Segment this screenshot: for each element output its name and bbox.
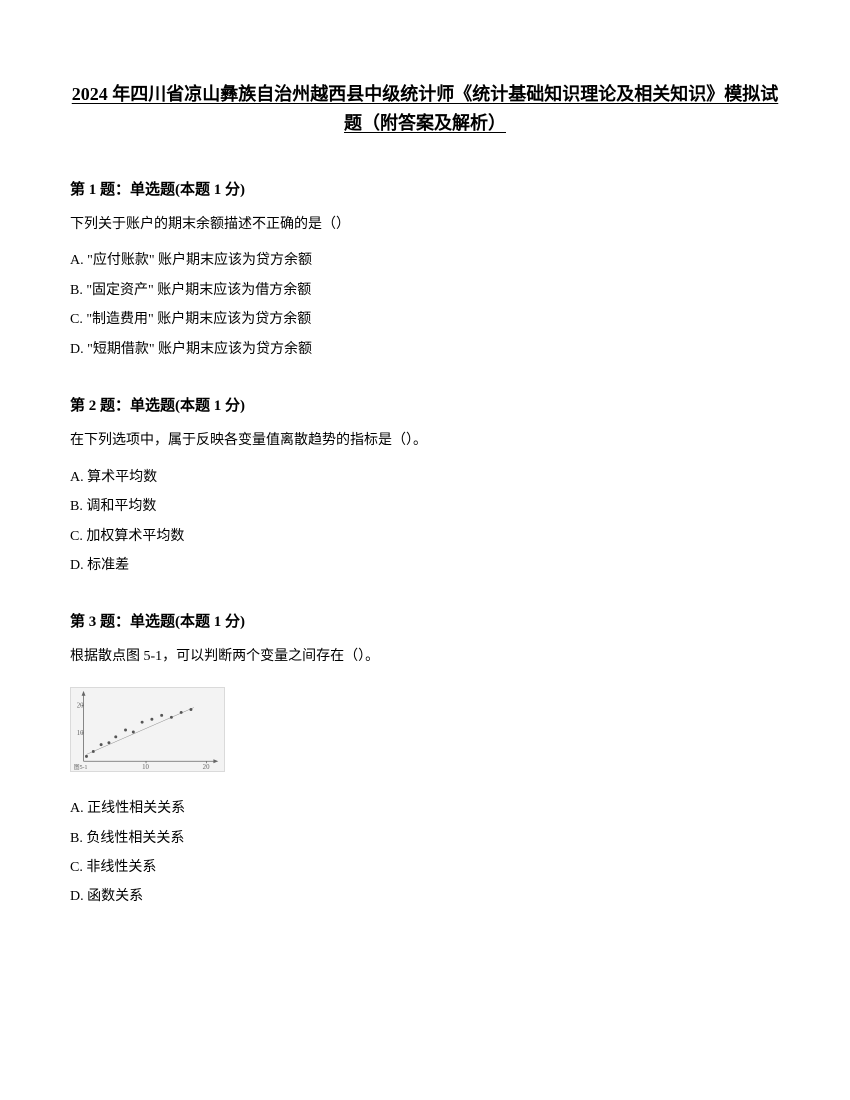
title-line-1: 2024 年四川省凉山彝族自治州越西县中级统计师《统计基础知识理论及相关知识》模… [72, 84, 779, 104]
question-2: 第 2 题：单选题(本题 1 分) 在下列选项中，属于反映各变量值离散趋势的指标… [70, 394, 780, 580]
y-label-10: 10 [77, 730, 84, 737]
question-3-header: 第 3 题：单选题(本题 1 分) [70, 610, 780, 631]
x-label-20: 20 [203, 764, 210, 771]
scatter-point [189, 708, 192, 711]
question-1-option-a: A. "应付账款" 账户期末应该为贷方余额 [70, 246, 780, 275]
scatter-chart-svg: 20 10 10 20 图5-1 [71, 688, 224, 771]
document-title: 2024 年四川省凉山彝族自治州越西县中级统计师《统计基础知识理论及相关知识》模… [70, 80, 780, 138]
question-3-option-b: B. 负线性相关关系 [70, 824, 780, 853]
question-1: 第 1 题：单选题(本题 1 分) 下列关于账户的期末余额描述不正确的是（） A… [70, 178, 780, 364]
scatter-point [132, 731, 135, 734]
question-2-option-c: C. 加权算术平均数 [70, 522, 780, 551]
question-2-option-a: A. 算术平均数 [70, 463, 780, 492]
y-axis-arrow [82, 691, 86, 696]
question-3: 第 3 题：单选题(本题 1 分) 根据散点图 5-1，可以判断两个变量之间存在… [70, 610, 780, 911]
question-3-text: 根据散点图 5-1，可以判断两个变量之间存在（）。 [70, 645, 780, 669]
scatter-point [160, 714, 163, 717]
chart-caption: 图5-1 [74, 764, 88, 771]
scatter-point [141, 721, 144, 724]
question-1-option-b: B. "固定资产" 账户期末应该为借方余额 [70, 276, 780, 305]
question-1-option-d: D. "短期借款" 账户期末应该为贷方余额 [70, 335, 780, 364]
scatter-point [170, 716, 173, 719]
y-label-20: 20 [77, 703, 84, 710]
scatter-point [107, 741, 110, 744]
scatter-point [100, 743, 103, 746]
scatter-chart: 20 10 10 20 图5-1 [70, 687, 225, 772]
question-2-text: 在下列选项中，属于反映各变量值离散趋势的指标是（）。 [70, 429, 780, 453]
question-2-header: 第 2 题：单选题(本题 1 分) [70, 394, 780, 415]
scatter-point [114, 735, 117, 738]
question-2-option-b: B. 调和平均数 [70, 492, 780, 521]
question-1-option-c: C. "制造费用" 账户期末应该为贷方余额 [70, 305, 780, 334]
scatter-point [85, 755, 88, 758]
title-line-2: 题（附答案及解析） [344, 113, 506, 133]
scatter-points-group [85, 708, 192, 758]
question-2-option-d: D. 标准差 [70, 551, 780, 580]
x-label-10: 10 [142, 764, 149, 771]
scatter-point [92, 750, 95, 753]
x-axis-arrow [213, 759, 218, 763]
question-1-text: 下列关于账户的期末余额描述不正确的是（） [70, 213, 780, 237]
scatter-point [180, 711, 183, 714]
question-1-header: 第 1 题：单选题(本题 1 分) [70, 178, 780, 199]
question-3-option-c: C. 非线性关系 [70, 853, 780, 882]
question-3-option-a: A. 正线性相关关系 [70, 794, 780, 823]
scatter-chart-container: 20 10 10 20 图5-1 [70, 687, 780, 772]
scatter-point [150, 718, 153, 721]
trend-line [86, 708, 193, 755]
scatter-point [124, 729, 127, 732]
question-3-option-d: D. 函数关系 [70, 882, 780, 911]
